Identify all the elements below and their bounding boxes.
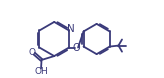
Text: OH: OH — [34, 67, 48, 76]
Text: O: O — [29, 48, 36, 57]
Text: N: N — [67, 24, 74, 34]
Text: O: O — [72, 43, 80, 52]
